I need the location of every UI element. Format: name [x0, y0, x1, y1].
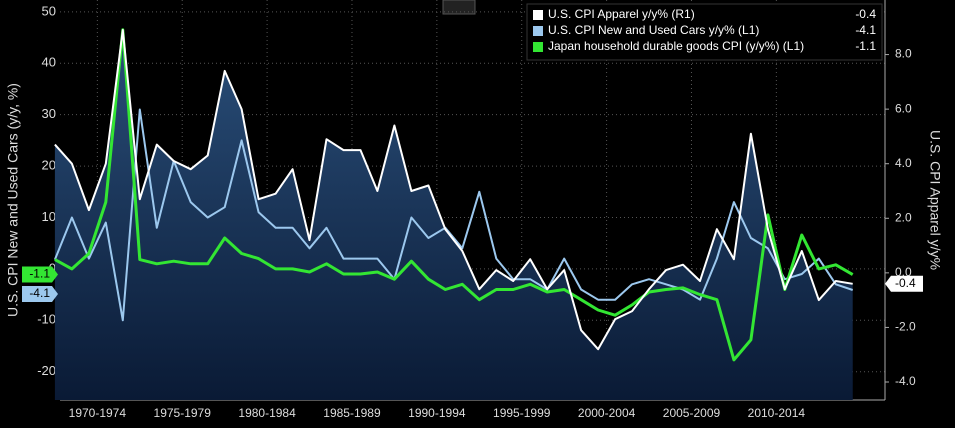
x-tick-label: 2000-2004 — [578, 406, 636, 420]
line — [53, 108, 854, 322]
y-tick-label: -10 — [37, 312, 56, 327]
chart-type-button[interactable] — [442, 0, 476, 15]
value-tag-label: -0.4 — [895, 276, 916, 290]
x-tick-label: 1970-1974 — [69, 406, 127, 420]
legend-value: -1.1 — [855, 39, 876, 53]
area — [54, 30, 853, 400]
y2-tick-label: 6.0 — [895, 101, 912, 115]
y-tick-label: 40 — [42, 55, 56, 70]
legend-label: U.S. CPI New and Used Cars y/y% (L1) — [548, 23, 759, 37]
legend-label: Japan household durable goods CPI (y/y%)… — [548, 39, 804, 53]
y2-tick-label: 8.0 — [895, 47, 912, 61]
legend — [526, 3, 883, 61]
value-tag-label: -4.1 — [29, 286, 50, 300]
x-tick-label: 1990-1994 — [408, 406, 466, 420]
x-tick-label: 1985-1989 — [323, 406, 381, 420]
x-tick-label: 1995-1999 — [493, 406, 551, 420]
y-tick-label: 30 — [42, 106, 56, 121]
y2-tick-label: 4.0 — [895, 156, 912, 170]
legend-value: -0.4 — [855, 7, 876, 21]
value-tag — [22, 285, 58, 302]
y2-tick-label: 2.0 — [895, 210, 912, 224]
legend-swatch — [533, 26, 543, 36]
value-tag-label: -1.1 — [29, 267, 50, 281]
x-tick-label: 1980-1984 — [238, 406, 296, 420]
line — [54, 28, 854, 362]
y-tick-label: 20 — [42, 158, 56, 173]
y2-axis-label: U.S. CPI Apparel y/y% — [927, 130, 943, 270]
x-tick-label: 1975-1979 — [154, 406, 212, 420]
y-axis-label: U.S. CPI New and Used Cars (y/y, %) — [5, 83, 21, 317]
y2-tick-label: -2.0 — [895, 320, 916, 334]
y-tick-label: 10 — [42, 209, 56, 224]
y2-tick-label: -4.0 — [895, 374, 916, 388]
x-tick-label: 2010-2014 — [748, 406, 806, 420]
line — [54, 29, 853, 351]
value-tag — [885, 275, 923, 292]
legend-swatch — [533, 10, 543, 20]
y-tick-label: -20 — [37, 363, 56, 378]
legend-label: U.S. CPI Apparel y/y% (R1) — [548, 7, 695, 21]
y2-tick-label: 0.0 — [895, 265, 912, 279]
y-tick-label: 50 — [42, 3, 56, 18]
legend-value: -4.1 — [855, 23, 876, 37]
value-tag — [22, 266, 58, 283]
x-tick-label: 2005-2009 — [663, 406, 721, 420]
legend-swatch — [533, 42, 543, 52]
